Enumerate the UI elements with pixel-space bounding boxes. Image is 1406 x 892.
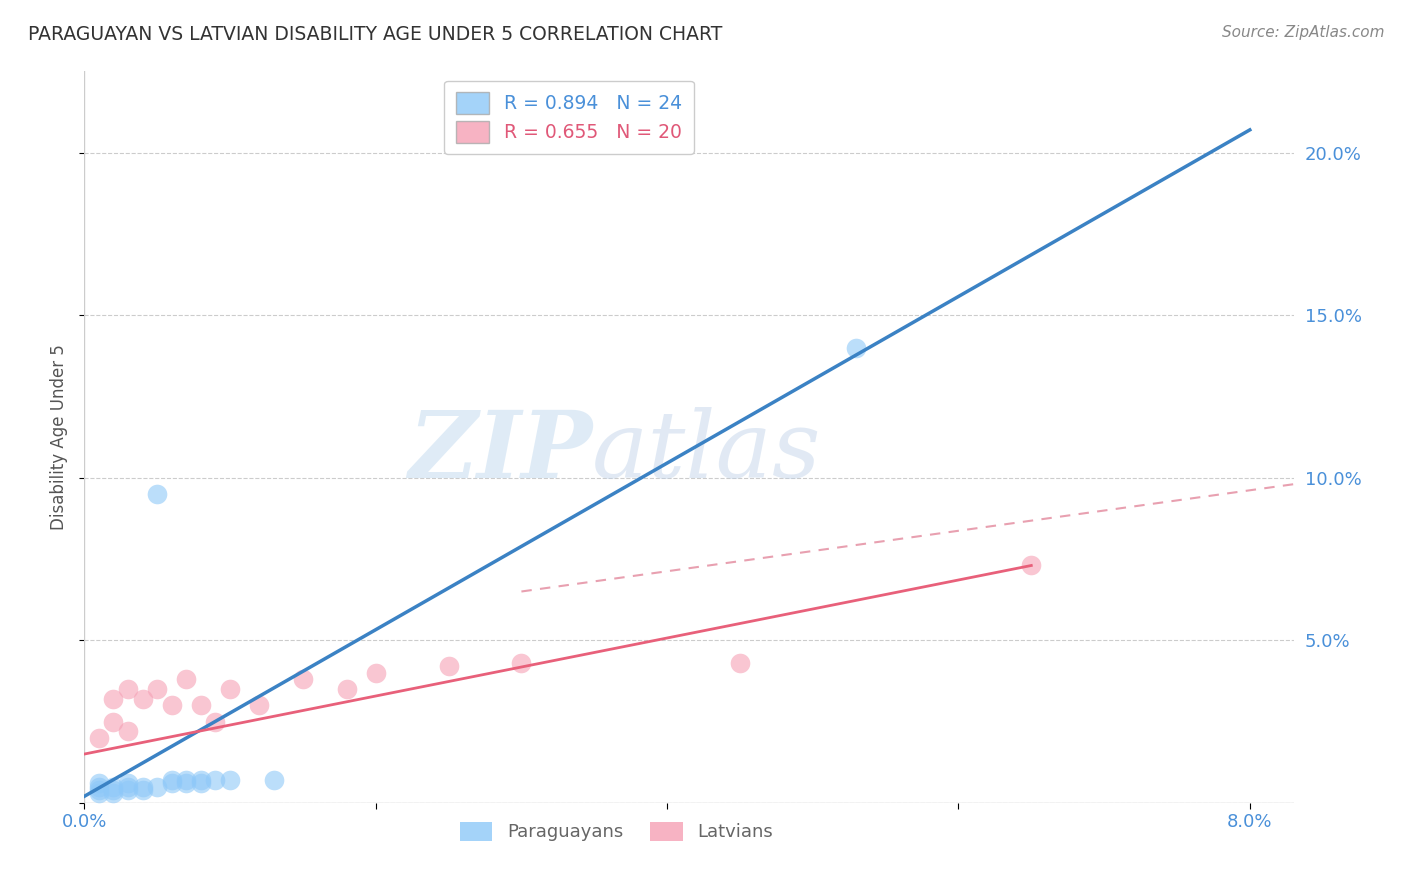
Point [160, 772, 183, 787]
Point [336, 681, 359, 696]
Point [117, 780, 139, 794]
Point [291, 673, 314, 687]
Point [103, 786, 125, 800]
Point [131, 780, 153, 794]
Point [176, 772, 198, 787]
Point [176, 776, 198, 790]
Point [728, 656, 751, 670]
Point [117, 681, 139, 696]
Point [117, 782, 139, 797]
Y-axis label: Disability Age Under 5: Disability Age Under 5 [51, 344, 69, 530]
Point [263, 772, 285, 787]
Point [1019, 558, 1042, 573]
Point [160, 776, 183, 790]
Point [87, 780, 110, 794]
Point [146, 780, 169, 794]
Legend: Paraguayans, Latvians: Paraguayans, Latvians [453, 814, 780, 848]
Point [103, 780, 125, 794]
Point [146, 681, 169, 696]
Point [117, 724, 139, 739]
Point [176, 673, 198, 687]
Point [190, 698, 212, 713]
Point [219, 772, 242, 787]
Point [131, 691, 153, 706]
Point [845, 341, 868, 355]
Point [510, 656, 533, 670]
Point [103, 714, 125, 729]
Point [131, 782, 153, 797]
Point [190, 776, 212, 790]
Point [87, 731, 110, 745]
Point [87, 786, 110, 800]
Point [204, 714, 226, 729]
Text: PARAGUAYAN VS LATVIAN DISABILITY AGE UNDER 5 CORRELATION CHART: PARAGUAYAN VS LATVIAN DISABILITY AGE UND… [28, 25, 723, 44]
Point [219, 681, 242, 696]
Point [364, 665, 387, 680]
Text: Source: ZipAtlas.com: Source: ZipAtlas.com [1222, 25, 1385, 40]
Point [160, 698, 183, 713]
Point [190, 772, 212, 787]
Text: atlas: atlas [592, 407, 821, 497]
Text: ZIP: ZIP [408, 407, 592, 497]
Point [437, 659, 460, 673]
Point [87, 782, 110, 797]
Point [247, 698, 270, 713]
Point [87, 776, 110, 790]
Point [103, 691, 125, 706]
Point [146, 487, 169, 501]
Point [117, 776, 139, 790]
Point [103, 782, 125, 797]
Point [204, 772, 226, 787]
